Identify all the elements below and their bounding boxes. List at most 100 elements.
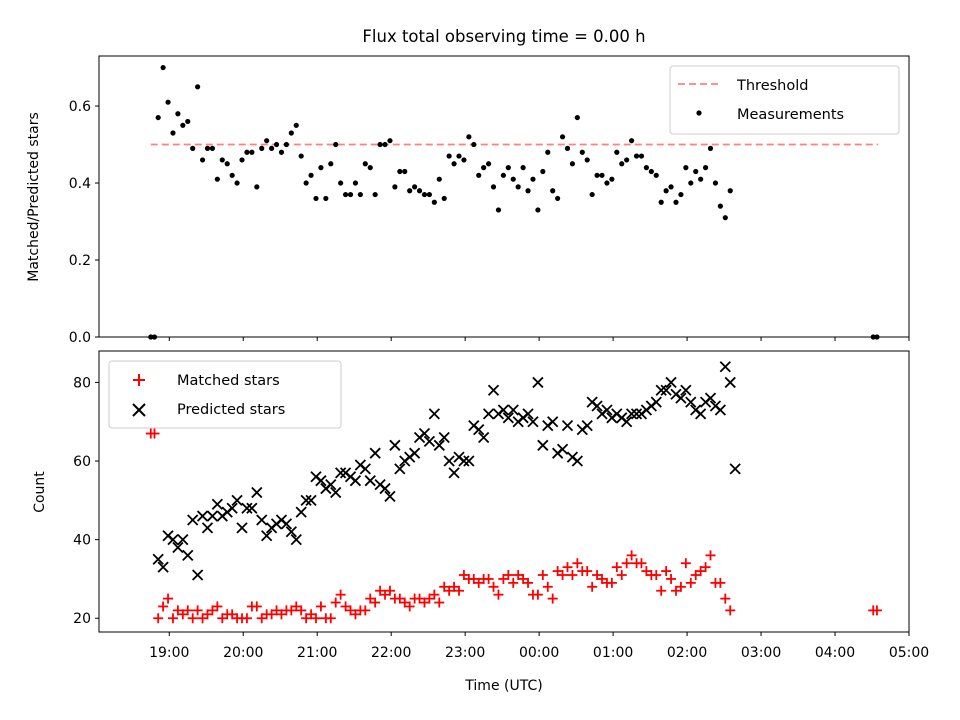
measurement-point	[347, 191, 354, 198]
predicted-stars-point	[206, 510, 219, 522]
predicted-stars-point	[660, 384, 672, 396]
measurement-point	[441, 195, 447, 202]
y-tick-label: 0.0	[69, 330, 91, 346]
measurement-point	[293, 122, 299, 128]
predicted-stars-point	[571, 455, 583, 467]
measurement-point	[668, 184, 674, 190]
predicted-stars-point	[246, 502, 258, 514]
measurement-point	[520, 165, 526, 171]
matched-stars-point	[547, 593, 558, 604]
measurement-point	[407, 188, 413, 194]
matched-stars-point	[557, 570, 568, 581]
matched-stars-point	[296, 605, 307, 616]
matched-stars-point	[562, 562, 573, 573]
predicted-stars-point	[423, 435, 436, 448]
predicted-stars-point	[497, 404, 510, 416]
predicted-stars-point	[364, 475, 376, 487]
measurement-point	[584, 157, 590, 163]
measurement-point	[609, 176, 615, 182]
predicted-stars-point	[561, 420, 574, 432]
predicted-stars-point	[729, 463, 741, 475]
matched-stars-point	[241, 613, 252, 624]
matched-stars-point	[705, 550, 716, 561]
measurement-point	[259, 145, 265, 151]
measurement-point	[333, 141, 339, 148]
legend-predicted-swatch	[132, 403, 146, 417]
predicted-stars-point	[714, 404, 727, 416]
predicted-stars-point	[724, 376, 736, 389]
predicted-stars-point	[325, 478, 337, 491]
predicted-stars-point	[675, 392, 687, 404]
measurement-point	[569, 161, 576, 167]
predicted-stars-point	[507, 404, 519, 416]
predicted-stars-point	[428, 408, 440, 420]
measurement-point	[180, 122, 186, 128]
predicted-stars-point	[191, 569, 204, 581]
predicted-stars-point	[625, 408, 638, 420]
y-tick-label: 60	[73, 454, 91, 470]
measurement-point	[604, 180, 610, 186]
measurement-point	[515, 184, 521, 190]
predicted-stars-point	[556, 443, 569, 455]
count-y-axis-label: Count	[32, 471, 48, 513]
matched-stars-point	[360, 605, 371, 616]
matched-stars-point	[315, 601, 326, 612]
matched-stars-point	[429, 589, 440, 600]
measurement-point	[264, 138, 270, 144]
predicted-stars-point	[463, 455, 475, 467]
measurement-point	[688, 180, 694, 186]
predicted-stars-point	[211, 498, 223, 510]
measurement-point	[204, 145, 211, 151]
matched-stars-point	[158, 601, 169, 612]
measurement-point	[229, 172, 235, 178]
predicted-stars-point	[487, 384, 500, 396]
count-x-ticks: 19:00 20:00 21:00 22:00 23:00 00:00 01:00 02:00…	[149, 632, 929, 661]
count-y-ticks: 20 40 60 80	[73, 375, 99, 627]
measurement-point	[318, 165, 324, 171]
x-tick-label: 21:00	[297, 645, 337, 661]
matched-stars-point	[636, 558, 647, 569]
predicted-stars-point	[384, 490, 396, 503]
measurement-point	[545, 149, 551, 155]
measurement-point	[555, 195, 561, 202]
measurement-point	[273, 141, 280, 148]
measurement-point	[165, 99, 171, 105]
measurement-point	[456, 153, 462, 159]
measurement-point	[357, 191, 363, 198]
matched-stars-point	[651, 570, 662, 581]
measurement-point	[308, 172, 314, 178]
measurement-point	[629, 138, 635, 144]
matched-stars-point	[434, 597, 445, 608]
predicted-stars-point	[478, 431, 490, 444]
measurement-point	[185, 118, 191, 125]
measurement-point	[461, 157, 467, 163]
matched-stars-point	[567, 570, 578, 581]
measurement-point	[446, 153, 452, 159]
measurement-point	[702, 165, 709, 171]
matched-stars-point	[626, 550, 637, 561]
predicted-stars-point	[522, 408, 534, 420]
x-tick-label: 02:00	[667, 645, 707, 661]
measurement-point	[402, 168, 408, 175]
matched-stars-point	[508, 577, 519, 588]
matched-stars-point	[212, 601, 223, 612]
measurement-point	[471, 141, 477, 148]
predicted-stars-point	[389, 439, 401, 451]
measurement-point	[214, 176, 220, 182]
measurement-point	[624, 157, 630, 163]
x-tick-label: 03:00	[741, 645, 781, 661]
predicted-stars-point	[349, 475, 362, 487]
measurement-point	[619, 161, 625, 167]
measurement-point	[392, 184, 398, 190]
measurement-point	[278, 149, 285, 155]
legend-predicted-label: Predicted stars	[177, 402, 285, 418]
ratio-x-ticks	[168, 337, 910, 341]
matched-stars-point	[523, 577, 534, 588]
x-tick-label: 00:00	[519, 645, 559, 661]
count-legend-box	[108, 360, 342, 429]
measurement-point	[505, 165, 511, 171]
matched-stars-point	[310, 613, 321, 624]
predicted-stars-point	[285, 526, 297, 538]
measurement-point	[209, 145, 216, 151]
